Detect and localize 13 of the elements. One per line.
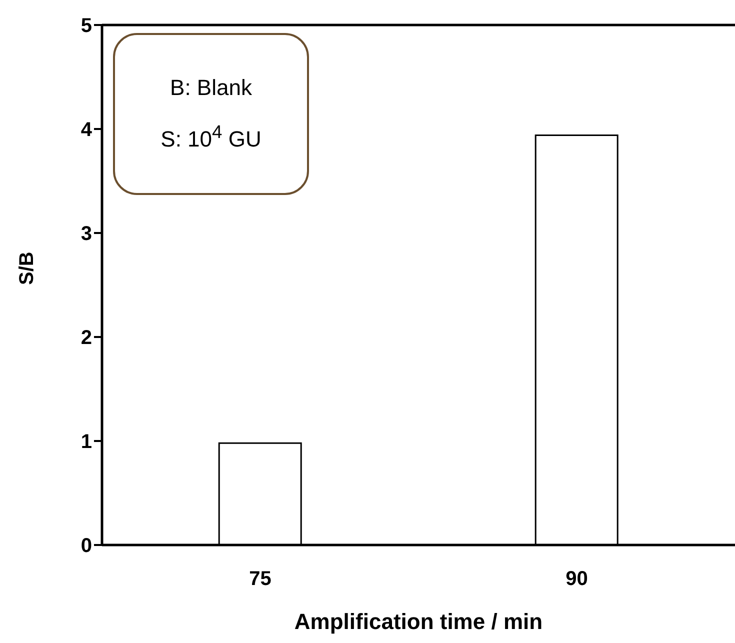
y-tick-label: 0 bbox=[80, 535, 92, 558]
y-tick-label: 4 bbox=[80, 119, 93, 142]
y-tick-label: 1 bbox=[80, 431, 92, 454]
x-tick-label: 75 bbox=[249, 568, 272, 590]
x-axis-title: Amplification time / min bbox=[294, 609, 543, 634]
y-tick-label: 3 bbox=[80, 223, 92, 246]
note-box: B: Blank S: 10$^{4}$ GU bbox=[113, 33, 309, 195]
annotation: S: 10$^{4}$ GU bbox=[160, 121, 262, 153]
y-axis-title: S/B bbox=[16, 252, 38, 285]
annotation: B: Blank bbox=[170, 75, 252, 102]
y-tick-label: 5 bbox=[80, 15, 92, 38]
y-tick-label: 2 bbox=[80, 327, 92, 350]
x-tick-label: 90 bbox=[566, 568, 588, 590]
